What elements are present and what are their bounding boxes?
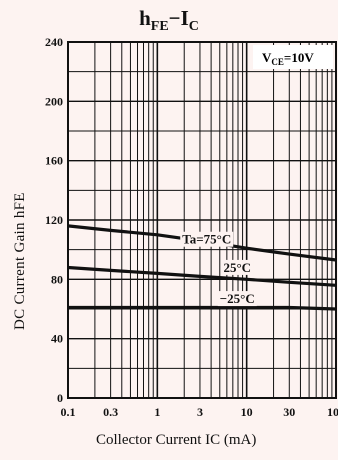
y-tick-label: 200	[45, 94, 63, 108]
plot-frame	[67, 41, 337, 399]
series-label-background	[217, 291, 257, 307]
y-tick-label: 240	[45, 35, 63, 49]
series-label-1: 25°C	[223, 260, 251, 275]
y-tick-labels: 0 40 80 120 160 200 240	[45, 35, 63, 405]
series-label-background	[221, 259, 254, 275]
series-label-background	[180, 231, 234, 247]
x-tick-labels: 0.1 0.3 1 3 10 30 100	[61, 405, 338, 419]
x-tick-label: 100	[327, 405, 338, 419]
y-tick-label: 0	[57, 391, 63, 405]
curve-labels: Ta=75°C 25°C −25°C	[180, 231, 257, 307]
x-tick-label: 0.1	[61, 405, 76, 419]
series-line-2	[68, 305, 337, 311]
y-axis-label: DC Current Gain hFE	[12, 192, 28, 330]
y-tick-label: 40	[51, 332, 63, 346]
grid-lines	[67, 42, 336, 398]
y-tick-label: 120	[45, 213, 63, 227]
x-tick-label: 1	[154, 405, 160, 419]
series-label-2: −25°C	[220, 291, 255, 306]
x-tick-label: 10	[241, 405, 253, 419]
series-label-0: Ta=75°C	[182, 232, 231, 247]
x-tick-label: 3	[197, 405, 203, 419]
chart-title: hFE−IC	[139, 6, 199, 35]
y-tick-label: 80	[51, 272, 63, 286]
x-tick-label: 0.3	[103, 405, 118, 419]
y-tick-label: 160	[45, 154, 63, 168]
series-line-1	[67, 265, 337, 287]
condition-label: VCE=10V	[253, 45, 333, 69]
condition-text: VCE=10V	[262, 50, 314, 67]
x-axis-label: Collector Current IC (mA)	[96, 432, 257, 448]
x-tick-label: 30	[283, 405, 295, 419]
